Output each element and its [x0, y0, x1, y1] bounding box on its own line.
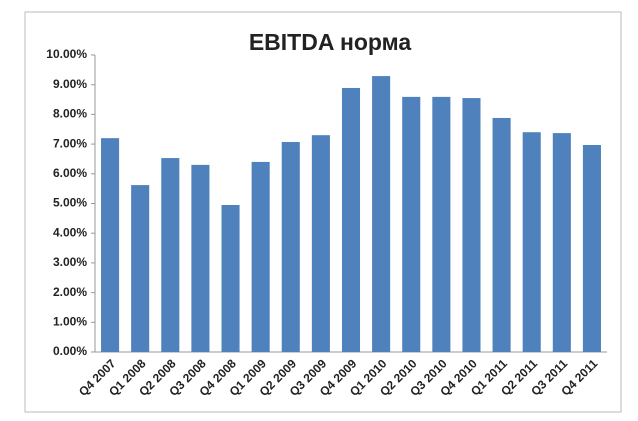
bar — [281, 142, 300, 352]
y-tick-label: 0.00% — [53, 344, 87, 358]
bar — [341, 87, 361, 352]
chart-title: EBITDA норма — [249, 29, 412, 55]
bar — [522, 132, 541, 352]
bar — [311, 135, 330, 352]
bar — [191, 164, 210, 352]
bar — [402, 96, 421, 352]
chart-frame — [24, 11, 622, 413]
bar — [432, 96, 451, 352]
y-tick-label: 7.00% — [53, 136, 87, 150]
y-tick-label: 8.00% — [53, 107, 87, 121]
bar — [492, 117, 511, 353]
bar — [131, 185, 150, 352]
bar — [161, 158, 180, 352]
y-tick-label: 1.00% — [53, 314, 87, 328]
y-tick-label: 4.00% — [53, 225, 87, 239]
y-tick-label: 10.00% — [46, 47, 87, 61]
bar — [462, 98, 481, 352]
bar — [251, 161, 270, 352]
bar — [552, 133, 571, 352]
y-tick-label: 2.00% — [53, 285, 87, 299]
bar — [101, 138, 120, 352]
bar — [221, 204, 240, 352]
bar — [372, 76, 391, 352]
y-tick-label: 5.00% — [53, 196, 87, 210]
y-tick-label: 3.00% — [53, 255, 87, 269]
bar — [582, 144, 601, 352]
y-tick-label: 9.00% — [53, 77, 87, 91]
y-tick-label: 6.00% — [53, 166, 87, 180]
